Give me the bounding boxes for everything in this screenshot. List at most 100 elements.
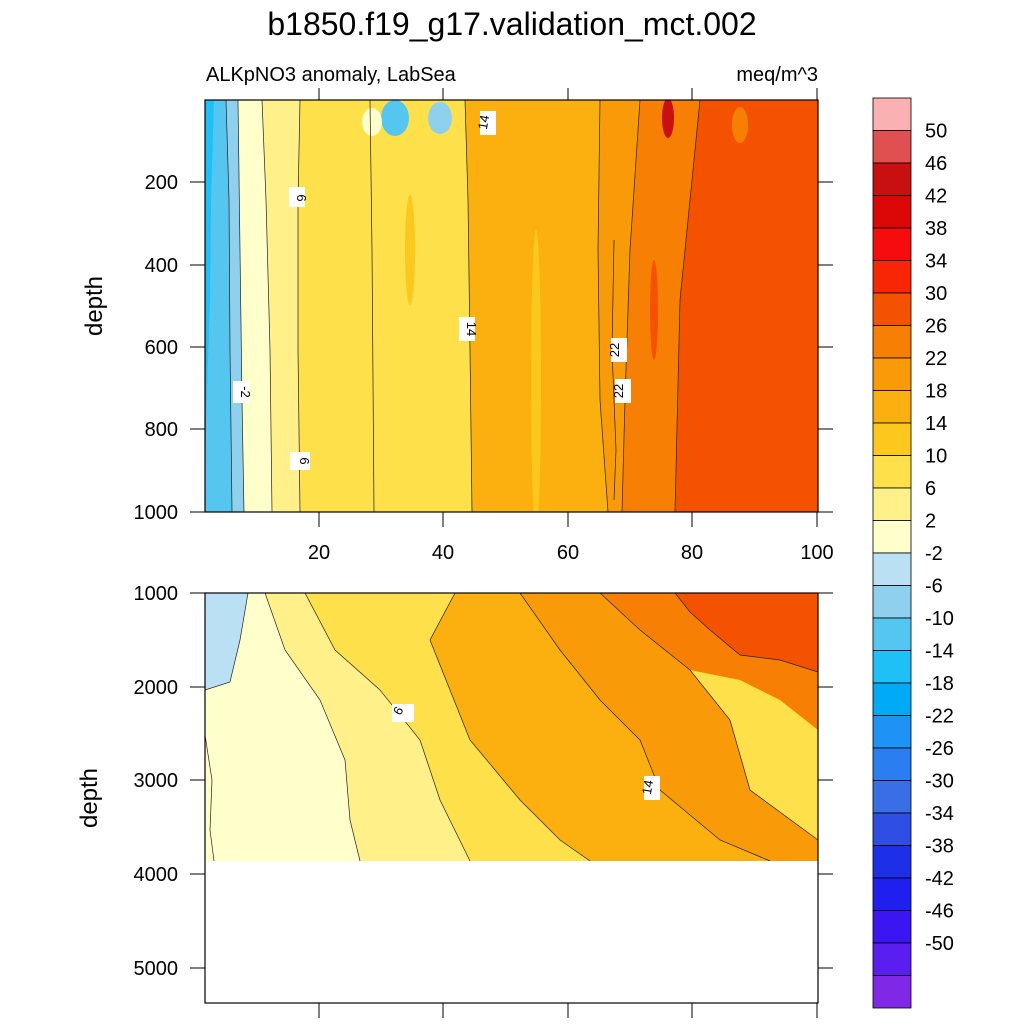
upper-band-neg6 xyxy=(205,100,232,512)
colorbar-box xyxy=(872,910,912,944)
upper-label-22-a: 22 xyxy=(607,343,622,357)
colorbar-box xyxy=(872,292,912,326)
upper-band-neg10 xyxy=(205,100,214,512)
colorbar-box xyxy=(872,487,912,521)
upper-label-22-b: 22 xyxy=(611,384,626,398)
lower-contour-2 xyxy=(264,593,361,862)
colorbar-label: 30 xyxy=(925,283,947,305)
upper-label-neg2: -2 xyxy=(238,386,253,398)
upper-y-axis-label: depth xyxy=(81,276,108,336)
colorbar-box xyxy=(872,455,912,489)
upper-panel-contours: 14 6 -2 6 14 22 22 xyxy=(205,100,818,512)
colorbar: 50 46 42 38 34 30 26 22 18 14 10 6 2 -2 -6 -10 -14 -18 -22… xyxy=(872,97,954,1009)
upper-contour-labels: 14 6 -2 6 14 22 22 xyxy=(233,111,631,470)
colorbar-box xyxy=(872,227,912,261)
colorbar-label: -22 xyxy=(925,706,954,728)
upper-contour-6 xyxy=(464,100,473,512)
colorbar-box xyxy=(872,812,912,846)
lower-ytick-4000: 4000 xyxy=(134,864,179,886)
colorbar-box xyxy=(872,845,912,879)
upper-blob-1 xyxy=(381,100,409,136)
colorbar-box xyxy=(872,682,912,716)
colorbar-label: 34 xyxy=(925,251,947,273)
colorbar-label: 26 xyxy=(925,316,947,338)
colorbar-box xyxy=(872,97,912,131)
colorbar-box xyxy=(872,942,912,976)
lower-contour-6 xyxy=(599,593,818,841)
upper-band-2 xyxy=(238,100,272,512)
colorbar-box xyxy=(872,357,912,391)
colorbar-box xyxy=(872,877,912,911)
lower-y-axis-label: depth xyxy=(76,768,103,828)
upper-contour-7 xyxy=(597,100,609,512)
upper-contour-4 xyxy=(297,100,301,512)
upper-ytick-200: 200 xyxy=(145,172,178,194)
lower-band-26 xyxy=(675,593,818,672)
upper-contour-9 xyxy=(674,100,701,512)
upper-ytick-1000: 1000 xyxy=(134,502,179,524)
lower-contour-5 xyxy=(519,593,771,862)
colorbar-label: 50 xyxy=(925,121,947,143)
colorbar-box xyxy=(872,975,912,1009)
colorbar-label: 42 xyxy=(925,186,947,208)
upper-blob-5 xyxy=(732,107,748,143)
upper-ytick-600: 600 xyxy=(145,337,178,359)
colorbar-label: -34 xyxy=(925,803,954,825)
colorbar-label: -38 xyxy=(925,836,954,858)
colorbar-label: -18 xyxy=(925,673,954,695)
lower-ytick-1000: 1000 xyxy=(134,583,179,605)
upper-y-tick-labels: 200 400 600 800 1000 xyxy=(134,172,179,524)
upper-x-tick-labels: 20 40 60 80 100 xyxy=(308,542,834,564)
upper-blob-7 xyxy=(531,230,541,512)
colorbar-box xyxy=(872,585,912,619)
lower-contour-8 xyxy=(205,734,215,862)
colorbar-label: 38 xyxy=(925,218,947,240)
upper-blob-8 xyxy=(650,260,658,360)
xtick-20: 20 xyxy=(308,542,330,564)
lower-band-2 xyxy=(205,593,360,861)
colorbar-box xyxy=(872,520,912,554)
colorbar-label: -50 xyxy=(925,933,954,955)
lower-contour-4 xyxy=(429,593,591,862)
lower-band-neg2 xyxy=(205,593,248,690)
upper-label-14-top: 14 xyxy=(475,114,492,131)
colorbar-label: 22 xyxy=(925,348,947,370)
colorbar-box xyxy=(872,715,912,749)
lower-contour-1 xyxy=(205,593,249,691)
chart-subtitle-units: meq/m^3 xyxy=(736,64,818,86)
colorbar-label: 6 xyxy=(925,478,936,500)
chart-subtitle-left: ALKpNO3 anomaly, LabSea xyxy=(206,64,457,86)
colorbar-box xyxy=(872,260,912,294)
upper-label-6-a: 6 xyxy=(294,194,309,201)
lower-band-6 xyxy=(265,593,470,861)
lower-ytick-3000: 3000 xyxy=(134,770,179,792)
xtick-40: 40 xyxy=(432,542,454,564)
upper-contour-2 xyxy=(237,100,245,512)
upper-contour-10 xyxy=(611,239,617,501)
upper-y-ticks xyxy=(190,181,833,513)
upper-blob-3 xyxy=(362,108,382,136)
upper-contour-5 xyxy=(369,100,375,512)
chart-title: b1850.f19_g17.validation_mct.002 xyxy=(267,6,756,42)
xtick-100: 100 xyxy=(800,542,833,564)
lower-y-ticks xyxy=(190,592,833,969)
lower-band-18 xyxy=(520,593,818,861)
lower-x-ticks xyxy=(318,1003,818,1018)
lower-contour-7 xyxy=(674,593,818,673)
colorbar-label: -30 xyxy=(925,771,954,793)
colorbar-box xyxy=(872,617,912,651)
colorbar-box xyxy=(872,422,912,456)
upper-contour-8 xyxy=(621,100,641,512)
colorbar-label: -42 xyxy=(925,868,954,890)
lower-ytick-5000: 5000 xyxy=(134,958,179,980)
upper-ytick-400: 400 xyxy=(145,255,178,277)
colorbar-label: -14 xyxy=(925,641,954,663)
colorbar-label: 14 xyxy=(925,413,947,435)
colorbar-box xyxy=(872,780,912,814)
lower-y-tick-labels: 1000 2000 3000 4000 5000 xyxy=(134,583,179,980)
lower-contour-labels: 6 14 xyxy=(390,704,660,800)
upper-band-26 xyxy=(675,100,818,512)
colorbar-box xyxy=(872,747,912,781)
upper-contour-1 xyxy=(225,100,233,512)
